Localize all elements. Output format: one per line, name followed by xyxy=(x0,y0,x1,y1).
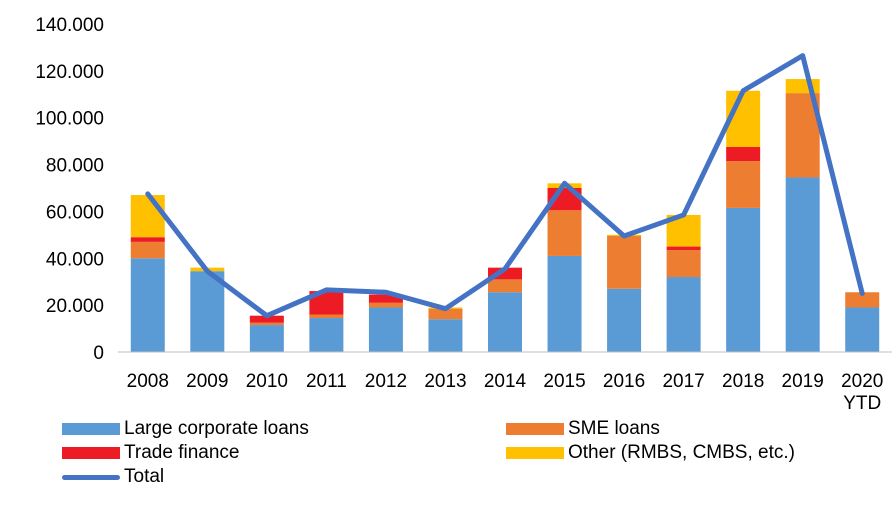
bar-segment-large-corporate-loans xyxy=(428,319,463,352)
x-tick-label: 2011 xyxy=(306,371,347,392)
bar-segment-other-rmbs-cmbs-etc xyxy=(785,79,820,94)
legend-label: Other (RMBS, CMBS, etc.) xyxy=(568,442,795,463)
total-line xyxy=(145,53,865,319)
legend-item-large-corporate-loans: Large corporate loans xyxy=(62,418,309,440)
bar-segment-large-corporate-loans xyxy=(845,307,880,352)
legend-swatch-trade-finance xyxy=(62,447,120,459)
x-tick-label: 2016 xyxy=(603,371,645,392)
legend-swatch-total xyxy=(62,474,120,480)
x-tick-label: 2010 xyxy=(246,371,288,392)
bar-segment-large-corporate-loans xyxy=(607,288,642,352)
x-tick-label: 2015 xyxy=(543,371,585,392)
bar-segment-large-corporate-loans xyxy=(130,258,165,352)
bar-segment-sme-loans xyxy=(368,302,403,308)
y-tick-label: 60.000 xyxy=(46,202,104,223)
y-tick-label: 120.000 xyxy=(35,62,104,83)
legend-item-sme-loans: SME loans xyxy=(506,418,660,440)
bar-segment-trade-finance xyxy=(488,267,522,280)
x-tick-label: 2014 xyxy=(484,371,527,392)
bar-segment-large-corporate-loans xyxy=(368,307,403,352)
y-axis-labels: 0 20.000 40.000 60.000 80.000 100.000 120.000 1… xyxy=(35,15,104,364)
x-tick-label: 2013 xyxy=(424,371,466,392)
legend: Large corporate loans SME loans Trade fi… xyxy=(0,418,896,513)
bar-segment-large-corporate-loans xyxy=(547,255,582,352)
x-tick-label: 2019 xyxy=(782,371,824,392)
y-tick-label: 20.000 xyxy=(46,296,104,317)
bar-segment-sme-loans xyxy=(249,322,284,326)
x-tick-label: 2018 xyxy=(722,371,764,392)
legend-label: Total xyxy=(124,466,165,487)
bar-segment-large-corporate-loans xyxy=(249,325,284,352)
x-tick-label: 2017 xyxy=(662,371,704,392)
bar-segment-large-corporate-loans xyxy=(309,318,344,352)
legend-swatch-large-corporate-loans xyxy=(62,423,120,435)
x-tick-label: 2008 xyxy=(127,371,169,392)
bar-segment-sme-loans xyxy=(130,241,165,259)
x-axis-labels: 2008 2009 2010 2011 2012 2013 2014 2015 2016 2017… xyxy=(127,371,884,414)
bar-segment-sme-loans xyxy=(607,236,642,289)
y-tick-label: 100.000 xyxy=(35,109,104,130)
legend-label: Trade finance xyxy=(124,442,240,463)
legend-swatch-other xyxy=(506,447,564,459)
legend-item-other: Other (RMBS, CMBS, etc.) xyxy=(506,442,795,464)
legend-item-trade-finance: Trade finance xyxy=(62,442,239,464)
bar-segment-sme-loans xyxy=(845,292,880,308)
y-tick-label: 0 xyxy=(93,343,104,364)
bar-segment-trade-finance xyxy=(249,315,284,323)
y-tick-label: 140.000 xyxy=(35,15,104,36)
x-tick-label: 2009 xyxy=(186,371,228,392)
bar-segment-sme-loans xyxy=(428,308,463,320)
bar-segment-other-rmbs-cmbs-etc xyxy=(130,195,165,238)
bar-segment-sme-loans xyxy=(547,210,582,256)
y-tick-label: 40.000 xyxy=(46,249,104,270)
bar-segment-sme-loans xyxy=(726,161,761,208)
stacked-bar-line-chart: 0 20.000 40.000 60.000 80.000 100.000 120.000 1… xyxy=(35,15,892,414)
bar-segment-large-corporate-loans xyxy=(785,177,820,352)
legend-label: SME loans xyxy=(568,418,660,439)
x-tick-label: 2020 YTD xyxy=(841,371,883,414)
bar-segment-trade-finance xyxy=(130,237,165,242)
bar-segment-sme-loans xyxy=(666,250,701,278)
y-tick-label: 80.000 xyxy=(46,156,104,177)
bar-segment-sme-loans xyxy=(309,314,344,319)
bar-segment-large-corporate-loans xyxy=(488,292,522,352)
bars xyxy=(130,79,880,352)
legend-label: Large corporate loans xyxy=(124,418,309,439)
bar-segment-sme-loans xyxy=(488,279,522,293)
bar-segment-trade-finance xyxy=(368,294,403,303)
legend-item-total: Total xyxy=(62,466,164,488)
bar-segment-trade-finance xyxy=(666,246,701,251)
legend-swatch-sme-loans xyxy=(506,423,564,435)
x-tick-label: 2012 xyxy=(365,371,407,392)
bar-segment-trade-finance xyxy=(309,291,344,315)
bar-segment-trade-finance xyxy=(726,147,761,162)
bar-segment-large-corporate-loans xyxy=(726,207,761,352)
bar-segment-large-corporate-loans xyxy=(666,277,701,352)
bar-segment-large-corporate-loans xyxy=(190,271,225,352)
